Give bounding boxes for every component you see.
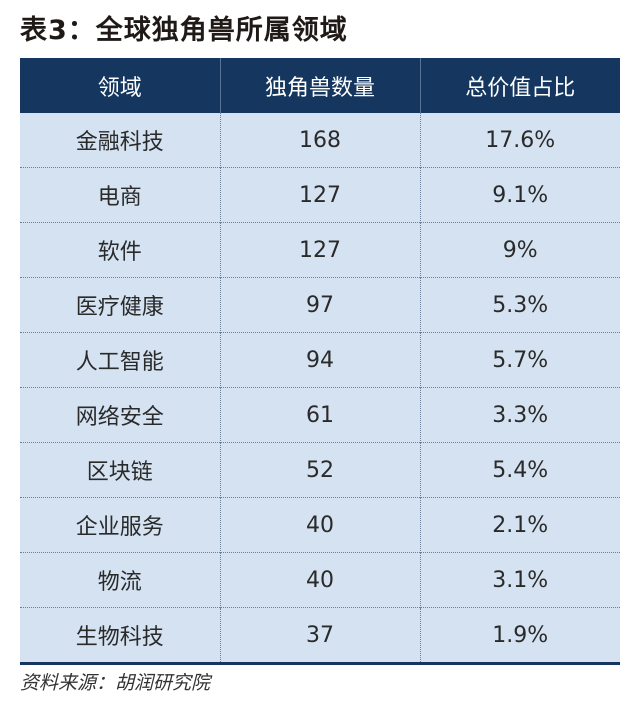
- table-cell: 5.3%: [419, 277, 620, 333]
- column-header: 独角兽数量: [219, 58, 420, 113]
- source-note: 资料来源：胡润研究院: [20, 672, 211, 694]
- column-header: 总价值占比: [419, 58, 620, 113]
- page-title: 表3：全球独角兽所属领域: [20, 15, 348, 46]
- table-cell: 94: [219, 332, 420, 388]
- table-cell: 168: [219, 113, 420, 168]
- table-row: 生物科技 37 1.9%: [20, 607, 620, 662]
- table-cell: 9%: [419, 222, 620, 278]
- table-cell: 物流: [20, 552, 220, 608]
- table-cell: 金融科技: [20, 113, 220, 168]
- table-row: 金融科技 168 17.6%: [20, 113, 620, 168]
- table-cell: 61: [219, 387, 420, 443]
- table-cell: 40: [219, 497, 420, 553]
- table-cell: 人工智能: [20, 332, 220, 388]
- table-cell: 5.7%: [419, 332, 620, 388]
- table-cell: 1.9%: [419, 607, 620, 662]
- table-row: 物流 40 3.1%: [20, 552, 620, 608]
- unicorn-table: 领域 独角兽数量 总价值占比 金融科技 168 17.6% 电商 127 9.1…: [20, 58, 620, 665]
- table-cell: 医疗健康: [20, 277, 220, 333]
- table-cell: 企业服务: [20, 497, 220, 553]
- table-row: 企业服务 40 2.1%: [20, 497, 620, 553]
- table-cell: 生物科技: [20, 607, 220, 662]
- table-cell: 97: [219, 277, 420, 333]
- table-cell: 3.3%: [419, 387, 620, 443]
- table-bottom-rule: [20, 662, 620, 665]
- table-cell: 127: [219, 167, 420, 223]
- table-cell: 3.1%: [419, 552, 620, 608]
- table-row: 网络安全 61 3.3%: [20, 387, 620, 443]
- column-header: 领域: [20, 58, 220, 113]
- table-cell: 52: [219, 442, 420, 498]
- table-row: 区块链 52 5.4%: [20, 442, 620, 498]
- table-row: 医疗健康 97 5.3%: [20, 277, 620, 333]
- table-cell: 17.6%: [419, 113, 620, 168]
- table-header-row: 领域 独角兽数量 总价值占比: [20, 58, 620, 113]
- table-cell: 电商: [20, 167, 220, 223]
- table-cell: 区块链: [20, 442, 220, 498]
- table-cell: 127: [219, 222, 420, 278]
- table-row: 人工智能 94 5.7%: [20, 332, 620, 388]
- table-cell: 2.1%: [419, 497, 620, 553]
- table-cell: 网络安全: [20, 387, 220, 443]
- table-cell: 37: [219, 607, 420, 662]
- table-cell: 软件: [20, 222, 220, 278]
- table-row: 软件 127 9%: [20, 222, 620, 278]
- table-cell: 9.1%: [419, 167, 620, 223]
- table-cell: 5.4%: [419, 442, 620, 498]
- table-cell: 40: [219, 552, 420, 608]
- table-row: 电商 127 9.1%: [20, 167, 620, 223]
